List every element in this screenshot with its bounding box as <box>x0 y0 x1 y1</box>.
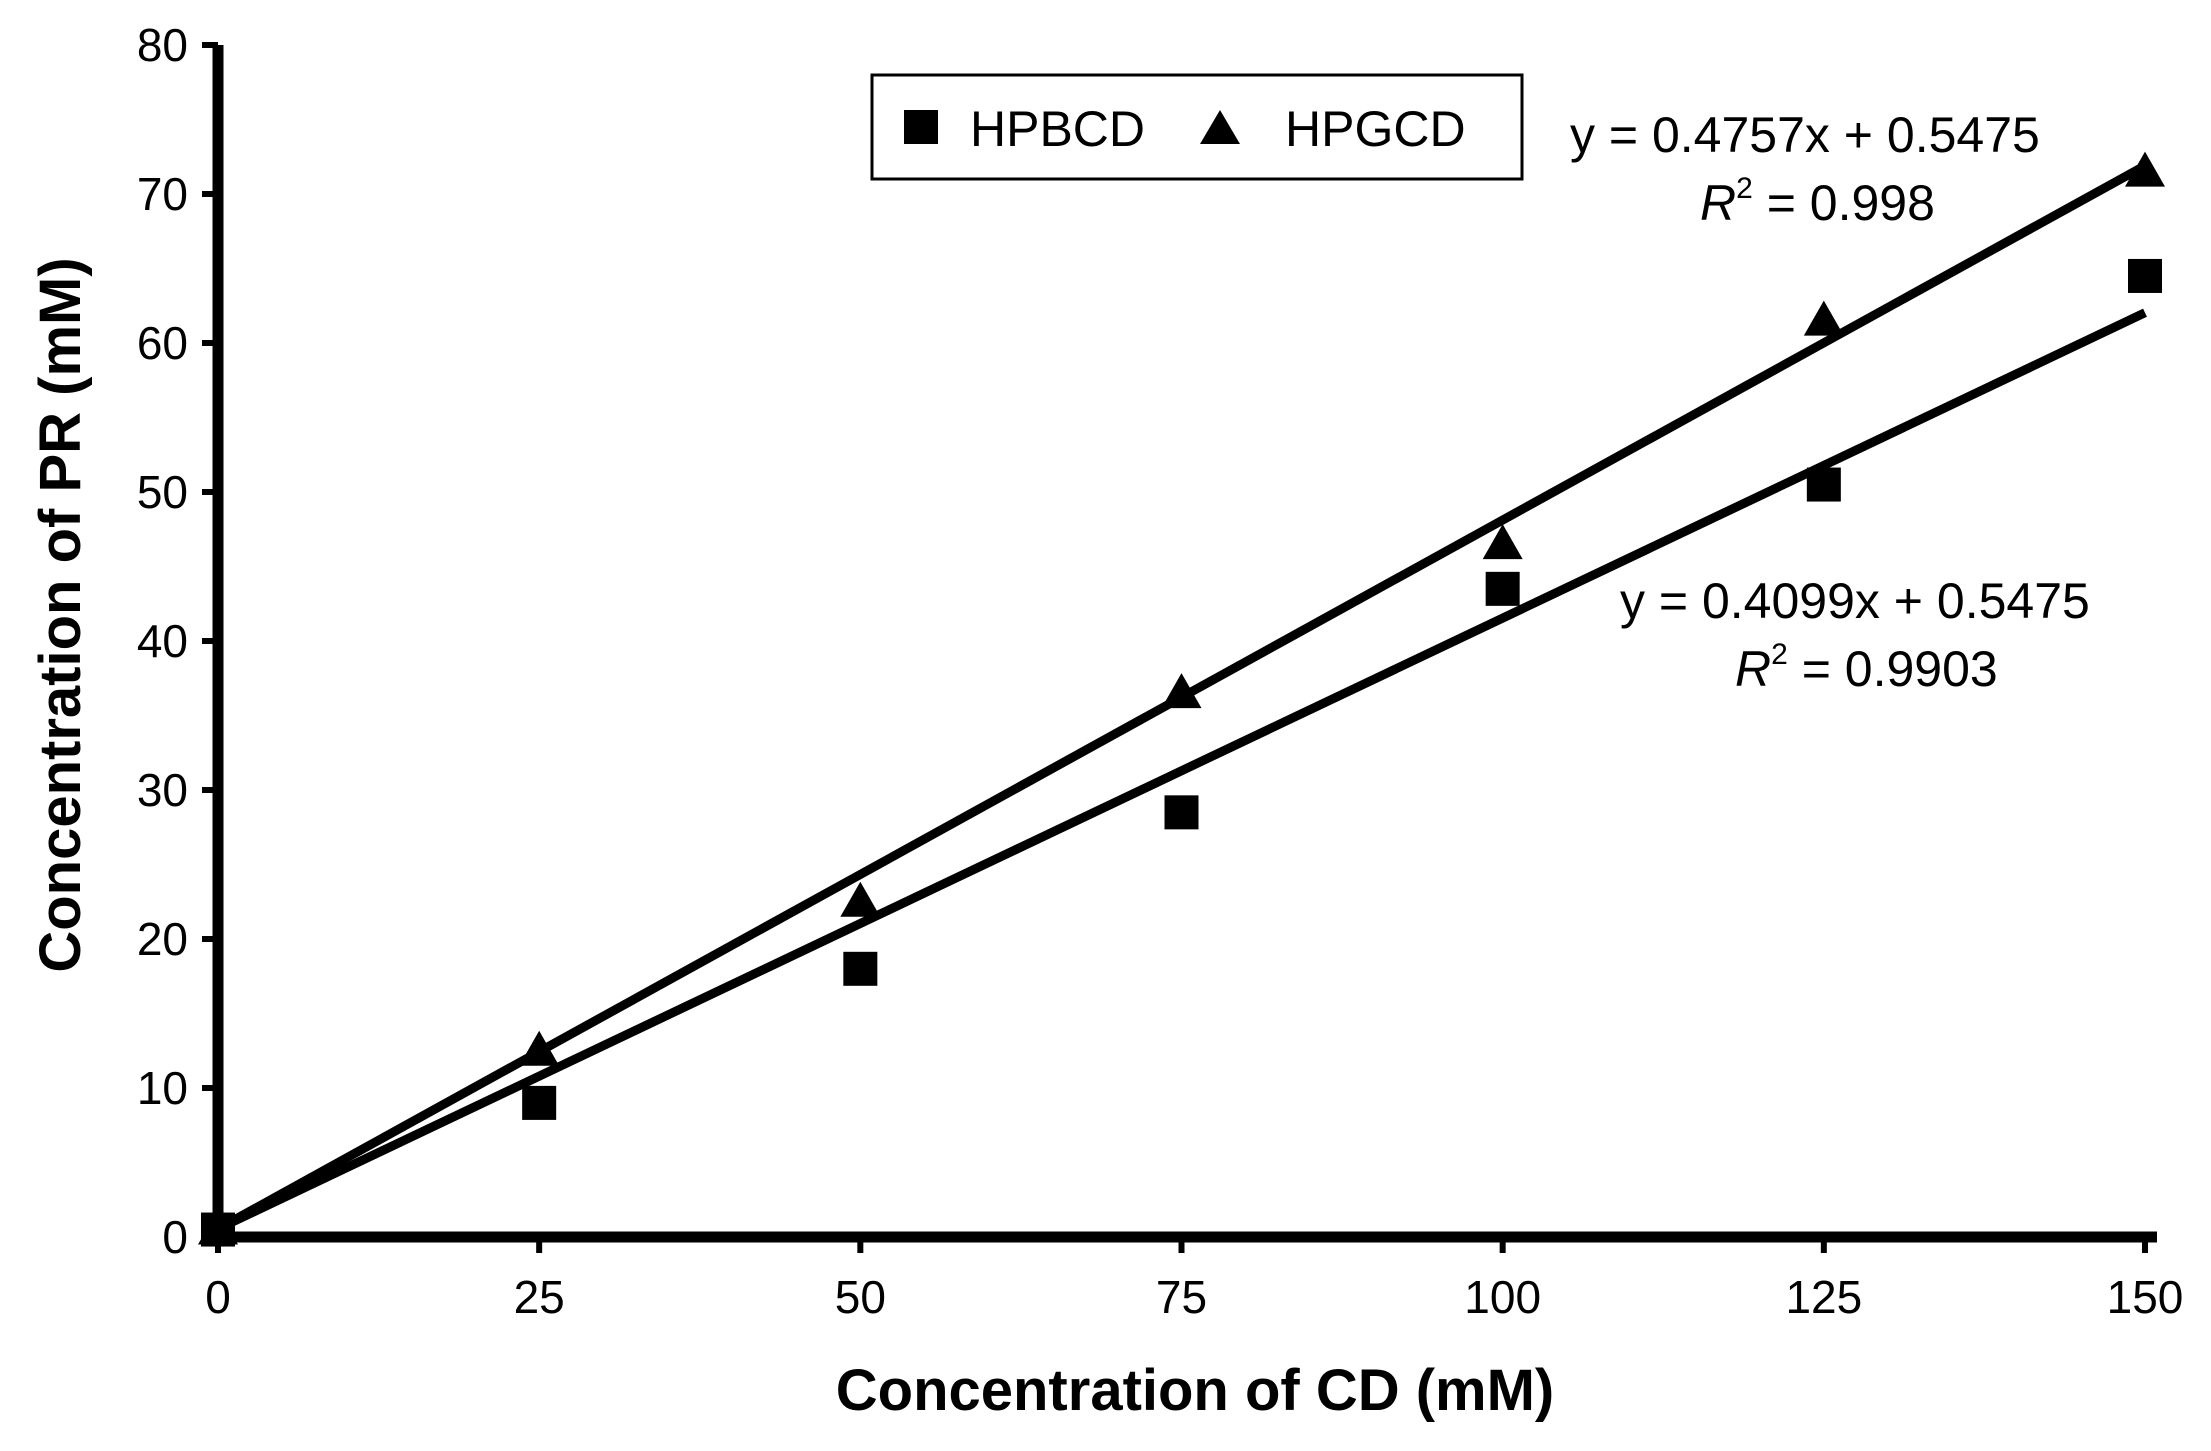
marker-hpgcd-6 <box>2125 151 2165 187</box>
x-tick-label-4: 100 <box>1464 1271 1541 1323</box>
y-tick-label-8: 80 <box>137 19 188 71</box>
x-tick-label-0: 0 <box>205 1271 231 1323</box>
r2-hpgcd: R2 = 0.998 <box>1700 172 1935 231</box>
x-tick-label-6: 150 <box>2107 1271 2184 1323</box>
x-axis-title: Concentration of CD (mM) <box>836 1358 1555 1423</box>
marker-hpgcd-2 <box>840 881 881 917</box>
data-markers <box>198 151 2165 1247</box>
marker-hpgcd-4 <box>1482 524 1523 560</box>
marker-hpgcd-3 <box>1161 673 1202 709</box>
legend: HPBCD HPGCD <box>870 73 1524 181</box>
y-tick-label-6: 60 <box>137 317 188 369</box>
y-tick-label-1: 10 <box>137 1062 188 1114</box>
y-tick-label-0: 0 <box>162 1211 188 1263</box>
legend-box <box>870 73 1524 181</box>
y-tick-label-2: 20 <box>137 913 188 965</box>
legend-marker-hpgcd <box>1200 110 1240 144</box>
y-tick-label-5: 50 <box>137 466 188 518</box>
equation-hpgcd: y = 0.4757x + 0.5475 <box>1570 107 2040 163</box>
legend-label-hpgcd: HPGCD <box>1285 101 1466 157</box>
x-axis-ticks: 0 25 50 75 100 125 150 <box>205 1237 2183 1323</box>
marker-hpgcd-5 <box>1803 300 1844 336</box>
marker-hpbcd-5 <box>1806 467 1841 502</box>
legend-marker-hpbcd <box>904 110 938 144</box>
x-tick-label-1: 25 <box>514 1271 565 1323</box>
y-tick-label-4: 40 <box>137 615 188 667</box>
marker-hpgcd-1 <box>519 1030 560 1066</box>
legend-label-hpbcd: HPBCD <box>970 101 1145 157</box>
marker-hpbcd-4 <box>1485 571 1520 606</box>
marker-hpgcd-0 <box>198 1209 238 1245</box>
trendline-hpbcd <box>216 308 2147 1233</box>
y-axis-ticks: 0 10 20 30 40 50 60 70 80 <box>137 19 218 1263</box>
y-tick-label-7: 70 <box>137 168 188 220</box>
r2-hpbcd: R2 = 0.9903 <box>1735 638 1998 697</box>
marker-hpbcd-1 <box>522 1085 557 1120</box>
marker-hpbcd-3 <box>1164 795 1199 830</box>
y-tick-label-3: 30 <box>137 764 188 816</box>
x-tick-label-3: 75 <box>1156 1271 1207 1323</box>
x-tick-label-2: 50 <box>835 1271 886 1323</box>
equation-hpbcd: y = 0.4099x + 0.5475 <box>1620 573 2090 629</box>
x-tick-label-5: 125 <box>1785 1271 1862 1323</box>
marker-hpbcd-2 <box>843 951 878 986</box>
y-axis-title: Concentration of PR (mM) <box>28 257 93 972</box>
marker-hpbcd-6 <box>2128 258 2162 293</box>
